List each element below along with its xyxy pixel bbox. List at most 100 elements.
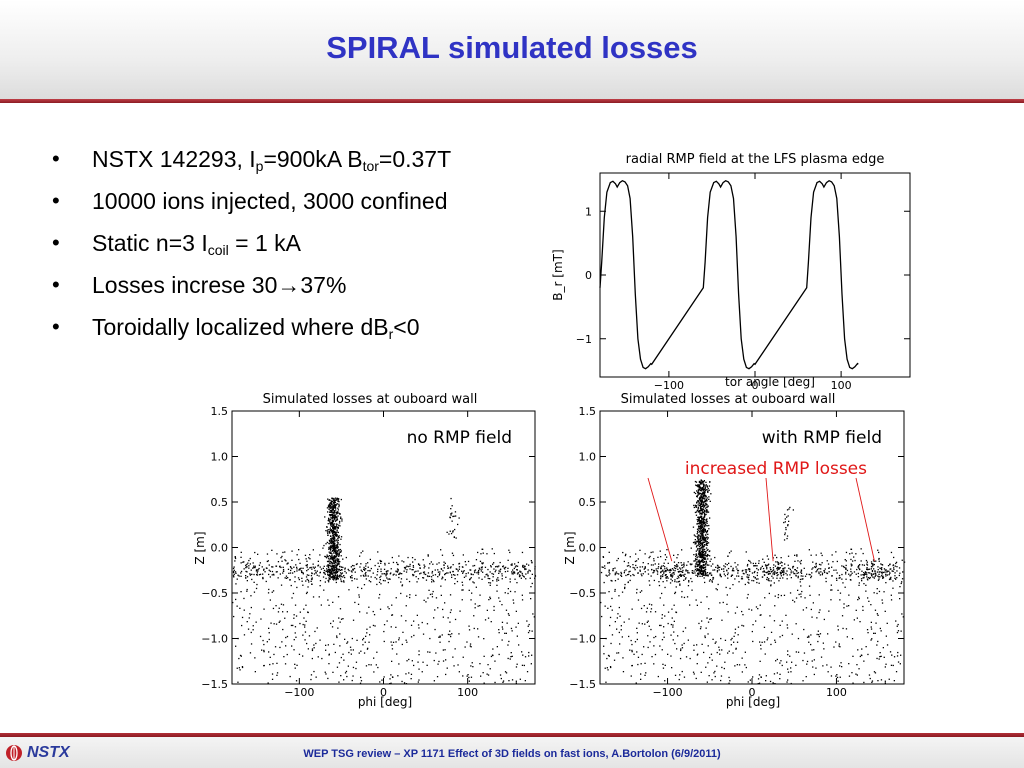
data-point — [725, 586, 727, 589]
data-point — [335, 566, 337, 568]
data-point — [508, 640, 510, 643]
data-point — [302, 655, 304, 657]
data-point — [400, 592, 402, 595]
data-point — [762, 567, 765, 570]
data-point — [699, 486, 701, 488]
data-point — [332, 505, 335, 507]
data-point — [802, 609, 804, 611]
data-point — [748, 608, 750, 610]
data-point — [678, 581, 680, 583]
data-point — [703, 511, 705, 514]
data-point — [496, 590, 498, 592]
data-point — [280, 603, 283, 605]
data-point — [480, 675, 482, 677]
data-point — [899, 586, 901, 588]
data-point — [701, 539, 703, 542]
data-point — [327, 579, 329, 582]
data-point — [876, 657, 878, 660]
data-point — [880, 568, 882, 570]
data-point — [704, 528, 706, 531]
data-point — [706, 486, 709, 488]
data-point — [747, 576, 749, 579]
data-point — [869, 576, 871, 579]
data-point — [514, 572, 516, 574]
data-point — [695, 563, 697, 565]
data-point — [425, 579, 428, 581]
data-point — [243, 561, 245, 563]
data-point — [334, 547, 336, 550]
data-point — [502, 565, 504, 568]
data-point — [531, 573, 533, 575]
data-point — [335, 499, 337, 501]
data-point — [895, 562, 897, 565]
data-point — [395, 641, 397, 643]
data-point — [863, 660, 865, 662]
data-point — [731, 570, 734, 572]
data-point — [482, 562, 484, 564]
data-point — [398, 663, 400, 665]
data-point — [678, 574, 681, 576]
data-point — [277, 561, 280, 563]
data-point — [644, 674, 646, 676]
data-point — [872, 576, 874, 578]
data-point — [657, 566, 660, 568]
data-point — [826, 664, 828, 666]
data-point — [445, 572, 448, 574]
data-point — [681, 644, 683, 646]
data-point — [470, 665, 472, 667]
data-point — [858, 597, 860, 600]
data-point — [682, 569, 684, 572]
data-point — [486, 673, 488, 675]
data-point — [763, 626, 766, 628]
bullet-item: 10000 ions injected, 3000 confined — [52, 185, 451, 227]
data-point — [813, 649, 815, 651]
data-point — [865, 572, 867, 574]
data-point — [331, 501, 333, 503]
data-point — [686, 596, 689, 598]
data-point — [332, 527, 334, 530]
data-point — [379, 576, 381, 579]
data-point — [715, 588, 717, 590]
bullet-list: NSTX 142293, Ip=900kA Btor=0.37T10000 io… — [52, 143, 451, 353]
data-point — [881, 564, 883, 566]
data-point — [888, 578, 891, 581]
data-point — [335, 577, 338, 580]
data-point — [310, 575, 313, 577]
data-point — [293, 614, 295, 616]
data-point — [404, 568, 406, 570]
data-point — [703, 561, 705, 564]
data-point — [713, 672, 715, 674]
data-point — [366, 632, 368, 634]
data-point — [327, 532, 329, 534]
data-point — [704, 635, 706, 637]
data-point — [780, 573, 782, 575]
data-point — [405, 620, 407, 622]
data-point — [679, 575, 682, 577]
data-point — [652, 572, 654, 574]
data-point — [673, 604, 675, 606]
data-point — [331, 509, 333, 511]
data-point — [664, 566, 666, 568]
data-point — [399, 572, 401, 575]
data-point — [428, 589, 430, 591]
data-point — [513, 571, 516, 573]
data-point — [759, 660, 761, 662]
data-point — [753, 576, 755, 578]
data-point — [815, 566, 817, 569]
data-point — [873, 560, 875, 562]
bullet-text: 10000 ions injected, 3000 confined — [92, 188, 448, 214]
data-point — [703, 484, 705, 486]
data-point — [333, 539, 336, 541]
data-point — [723, 568, 725, 570]
data-point — [720, 576, 722, 578]
data-point — [339, 548, 342, 551]
data-point — [401, 585, 403, 587]
data-point — [649, 641, 651, 643]
data-point — [730, 575, 732, 577]
data-point — [398, 573, 401, 575]
data-point — [880, 655, 882, 657]
data-point — [890, 551, 893, 554]
data-point — [336, 567, 338, 569]
data-point — [335, 572, 337, 574]
data-point — [789, 506, 791, 509]
